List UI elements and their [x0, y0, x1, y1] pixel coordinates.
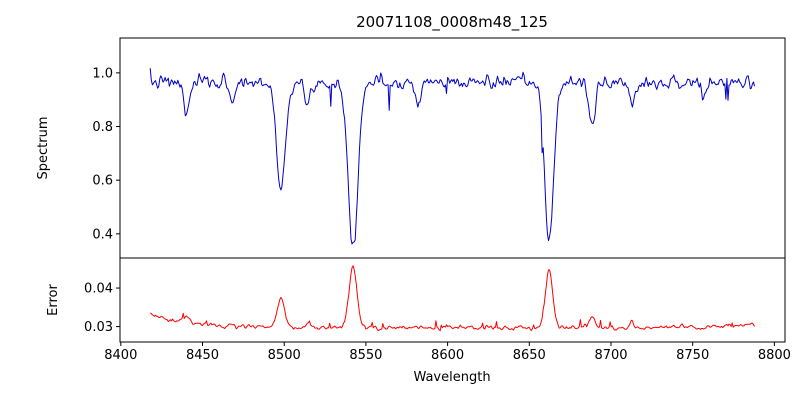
- axes-group: 0.4 0.6 0.8 1.0 0.03 0.04 8400 8450 8500 8550 8600…: [84, 37, 791, 363]
- x-tick-label: 8800: [758, 348, 791, 363]
- x-tick-label: 8450: [186, 348, 219, 363]
- x-tick-label: 8650: [513, 348, 546, 363]
- error-y-tick-label: 0.04: [84, 282, 113, 297]
- error-ylabel: Error: [46, 284, 61, 316]
- spectrum-line: [149, 68, 755, 245]
- spectrum-axes-box: [119, 37, 786, 259]
- error-axes-box: [119, 257, 786, 343]
- x-tick-label: 8600: [431, 348, 464, 363]
- error-y-tick-label: 0.03: [84, 320, 113, 335]
- error-line: [149, 265, 755, 332]
- series-group: [149, 68, 755, 332]
- spectrum-y-tick-label: 1.0: [92, 66, 113, 81]
- spectrum-y-tick-label: 0.6: [92, 174, 113, 189]
- spectrum-y-tick-label: 0.4: [92, 227, 113, 242]
- x-tick-label: 8700: [594, 348, 627, 363]
- chart-title: 20071108_0008m48_125: [356, 13, 548, 32]
- x-tick-label: 8750: [676, 348, 709, 363]
- spectrum-y-tick-label: 0.8: [92, 120, 113, 135]
- x-tick-label: 8550: [349, 348, 382, 363]
- x-tick-label: 8500: [268, 348, 301, 363]
- spectrum-ylabel: Spectrum: [36, 117, 51, 180]
- x-tick-label: 8400: [104, 348, 137, 363]
- x-axis-label: Wavelength: [413, 370, 490, 385]
